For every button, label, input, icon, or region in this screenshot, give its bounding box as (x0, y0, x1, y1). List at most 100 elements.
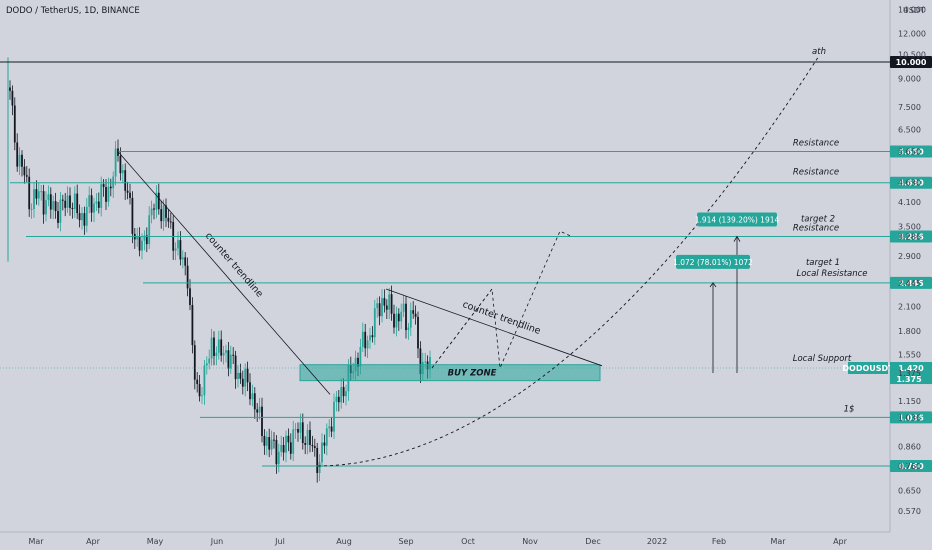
candle-body (287, 435, 290, 443)
candle-body (301, 422, 304, 444)
time-tick-label: Mar (28, 537, 44, 546)
candle-body (205, 363, 208, 366)
candle-body (405, 303, 407, 331)
candle-body (297, 429, 299, 433)
candle-body (148, 215, 151, 245)
price-tick-label: 1.800 (898, 327, 921, 336)
price-tick-label: 7.500 (898, 103, 921, 112)
target-2-arrowhead (733, 235, 741, 242)
candle-body (229, 354, 232, 369)
candle-body (419, 348, 422, 375)
close-marker-label: 1.375 (896, 375, 922, 384)
annotation-local-support: Local Support (793, 354, 852, 364)
price-tick-label: 9.000 (898, 75, 921, 84)
candle-body (54, 201, 57, 212)
candle-body (52, 201, 55, 210)
level-price-tag (890, 176, 932, 189)
candle-body (414, 313, 417, 317)
time-axis[interactable]: Mar Apr May Jun Jul Aug Sep Oct Nov Dec 2022 Feb Mar… (28, 537, 847, 546)
candle-body (215, 352, 218, 356)
candle-body (107, 186, 110, 202)
candle-body (361, 331, 364, 347)
projection-path (431, 288, 493, 369)
annotation-resistance-1: Resistance (793, 139, 839, 149)
time-tick-label: Jun (210, 537, 224, 546)
candle-body (81, 213, 83, 221)
price-tick-label: 0.650 (898, 487, 921, 496)
candle-body (323, 442, 326, 446)
candle-body (97, 201, 100, 208)
candle-body (203, 365, 206, 396)
candle-body (429, 356, 431, 370)
candle-body (105, 187, 107, 202)
candle-body (160, 209, 163, 222)
candle-body (93, 203, 95, 213)
candle-body (395, 313, 398, 328)
candle-body (141, 240, 143, 251)
price-tick-label: 10.500 (898, 50, 926, 59)
currency-label: USDT (903, 6, 925, 15)
candle-body (251, 393, 254, 400)
candle-body (150, 208, 153, 216)
candle-body (109, 186, 112, 189)
candle-body (59, 199, 62, 223)
candle-body (325, 428, 328, 446)
price-tick-label: 2.100 (898, 303, 921, 312)
candle-body (280, 445, 283, 452)
candle-body (289, 442, 292, 454)
candle-body (131, 197, 134, 234)
candle-body (145, 235, 148, 245)
candle-body (157, 192, 160, 210)
candle-body (198, 384, 201, 397)
target-1-arrowhead (709, 282, 717, 288)
candle-body (282, 445, 285, 453)
candle-body (181, 257, 184, 260)
candle-body (364, 331, 367, 349)
candle-body (275, 440, 278, 465)
time-tick-label: Nov (522, 537, 538, 546)
candle-body (342, 387, 345, 397)
candle-body (124, 170, 127, 191)
time-tick-label: Jul (274, 537, 285, 546)
counter-trendline-2 (385, 288, 603, 367)
measure-2-box (697, 212, 777, 227)
candle-body (417, 316, 419, 349)
candle-body (412, 310, 415, 314)
candle-body (78, 213, 81, 221)
time-tick-label: Sep (398, 537, 413, 546)
candle-body (114, 148, 117, 177)
candle-body (309, 429, 311, 445)
candle-body (155, 192, 158, 210)
candle-body (57, 211, 59, 223)
candle-body (340, 387, 343, 403)
candle-body (249, 382, 251, 400)
annotation-local-resistance: Local Resistance (796, 269, 867, 279)
candle-body (268, 437, 271, 450)
candle-body (138, 236, 141, 251)
candle-body (397, 313, 400, 322)
candle-body (383, 298, 386, 306)
candle-body (369, 335, 371, 341)
candle-body (30, 208, 33, 210)
price-axis[interactable]: 14.000 12.000 10.500 9.000 7.500 6.500 5.650 4.… (898, 5, 926, 516)
buy-zone (299, 364, 601, 382)
candle-body (40, 191, 43, 193)
candle-body (388, 294, 391, 310)
candle-body (244, 368, 247, 387)
annotation-ath: ath (812, 47, 826, 57)
candle-body (246, 368, 249, 383)
candle-body (373, 308, 376, 338)
price-tick-label: 2.445 (898, 279, 921, 288)
price-tick-label: 4.100 (898, 198, 921, 207)
level-price-label: 5.650 (898, 148, 924, 157)
levels: 10.000 5.650 4.630 3.286 2.445 1.036 0.760 DODO… (0, 56, 932, 472)
time-tick-label: Oct (461, 537, 475, 546)
candle-body (234, 355, 237, 380)
candle-body (337, 396, 340, 403)
candle-body (210, 337, 213, 359)
price-tick-label: 2.900 (898, 252, 921, 261)
candle-body (316, 447, 319, 473)
symbol-tag (848, 362, 888, 375)
